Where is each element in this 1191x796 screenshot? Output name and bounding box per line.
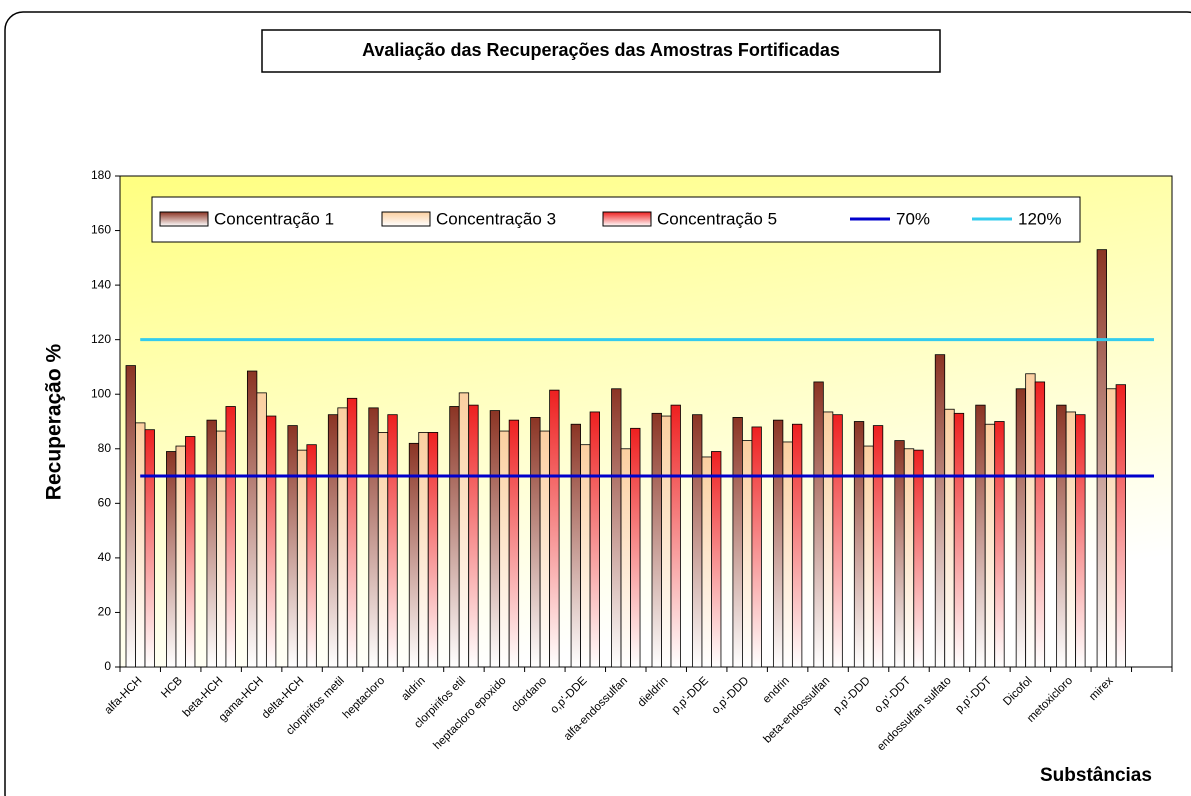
bar — [1106, 388, 1117, 668]
bar — [711, 451, 722, 668]
bar — [701, 456, 712, 668]
bar — [944, 408, 955, 668]
bar — [813, 381, 824, 668]
y-tick-label: 180 — [91, 168, 111, 182]
bar — [984, 423, 996, 668]
bar — [611, 388, 622, 668]
bar — [449, 406, 460, 668]
legend-label: 120% — [1018, 209, 1061, 228]
y-tick-label: 80 — [98, 441, 112, 455]
bar — [772, 419, 784, 668]
bar — [651, 412, 662, 668]
bar — [530, 417, 541, 668]
bar — [630, 427, 641, 668]
bar — [216, 430, 227, 668]
bar — [418, 432, 429, 668]
bar — [225, 406, 236, 668]
chart-title: Avaliação das Recuperações das Amostras … — [362, 40, 840, 60]
bar — [125, 365, 136, 668]
bar — [1075, 414, 1086, 668]
bar — [934, 354, 946, 668]
bar — [306, 444, 317, 668]
legend-label: 70% — [896, 209, 930, 228]
bar — [894, 440, 905, 668]
bar — [589, 411, 600, 668]
bar — [287, 425, 298, 668]
bar — [953, 412, 965, 668]
y-axis-label: Recuperação % — [43, 343, 66, 500]
legend-label: Concentração 1 — [214, 209, 334, 228]
bar — [742, 440, 753, 668]
bar — [994, 421, 1005, 668]
bar — [661, 415, 672, 668]
legend-label: Concentração 5 — [657, 209, 777, 228]
bar — [256, 392, 267, 668]
bar — [751, 426, 762, 668]
bar — [903, 448, 915, 668]
bar — [377, 432, 389, 668]
bar — [387, 414, 398, 668]
bar — [458, 392, 470, 668]
bar — [791, 423, 803, 668]
bar — [144, 429, 155, 668]
bar — [692, 414, 703, 668]
y-tick-label: 120 — [91, 332, 111, 346]
legend-swatch — [159, 211, 209, 227]
bar — [185, 436, 196, 668]
bar — [1025, 373, 1036, 668]
title-box — [261, 29, 941, 73]
bar — [296, 449, 308, 668]
bar — [822, 411, 834, 668]
bar — [175, 445, 186, 668]
bar — [468, 404, 479, 668]
bar — [166, 451, 177, 668]
bar — [570, 423, 581, 668]
bar — [508, 419, 520, 668]
bar — [337, 407, 348, 668]
bar — [1096, 249, 1107, 668]
bar — [1015, 388, 1027, 668]
legend-swatch — [602, 211, 652, 227]
bar — [265, 415, 277, 668]
bar — [368, 407, 379, 668]
bar — [872, 425, 884, 668]
bar — [135, 422, 146, 668]
bar — [1034, 381, 1046, 668]
bar — [327, 414, 339, 668]
plot-area — [119, 175, 1173, 668]
y-tick-label: 40 — [98, 550, 112, 564]
bar — [539, 430, 551, 668]
bar — [489, 410, 501, 668]
bar — [620, 448, 631, 668]
bar — [549, 389, 560, 668]
bar — [975, 404, 986, 668]
bar — [346, 397, 358, 668]
bar — [1115, 384, 1126, 668]
bar — [206, 419, 217, 668]
bar — [580, 444, 591, 668]
y-tick-label: 0 — [104, 659, 111, 673]
y-tick-label: 140 — [91, 277, 111, 291]
bar — [863, 445, 874, 668]
bar — [853, 421, 865, 668]
x-axis-label: Substâncias — [1040, 765, 1152, 786]
bar — [1056, 404, 1067, 668]
bar — [499, 430, 510, 668]
legend-swatch — [381, 211, 431, 227]
y-tick-label: 20 — [98, 605, 112, 619]
y-tick-label: 100 — [91, 386, 111, 400]
bar — [246, 370, 258, 668]
bar — [1065, 411, 1077, 668]
bar — [832, 414, 843, 668]
legend-label: Concentração 3 — [436, 209, 556, 228]
bar — [670, 404, 681, 668]
bar — [913, 449, 924, 668]
bar — [732, 417, 743, 668]
bar — [427, 432, 439, 668]
y-tick-label: 60 — [98, 496, 112, 510]
y-tick-label: 160 — [91, 223, 111, 237]
